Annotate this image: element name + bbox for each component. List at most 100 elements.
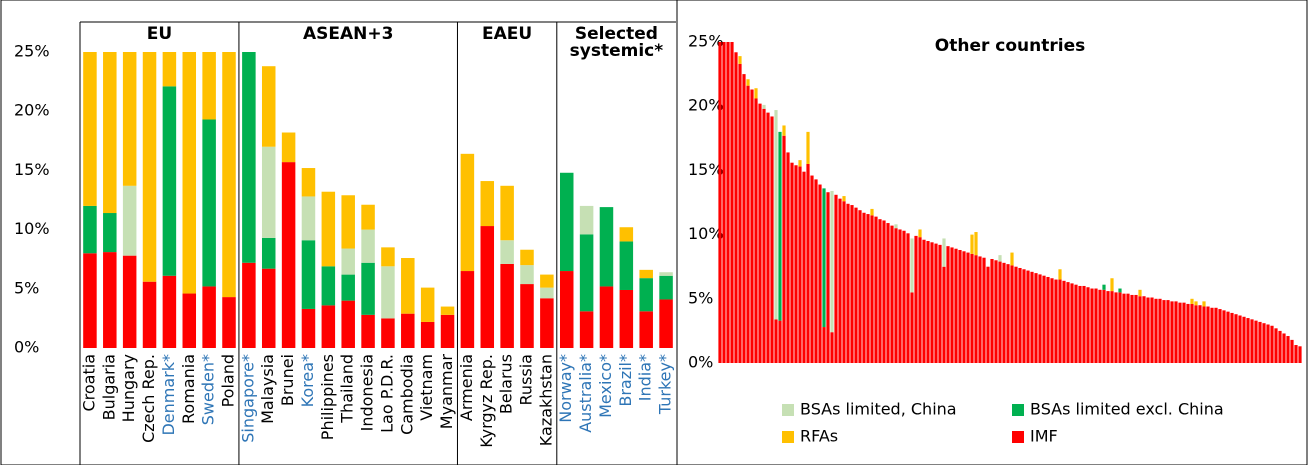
bar-segment xyxy=(826,192,830,363)
bar-segment xyxy=(1146,297,1150,363)
bar-segment xyxy=(440,306,455,315)
x-tick-label: Cambodia xyxy=(397,354,416,435)
x-tick-label: Belarus xyxy=(497,354,516,414)
bar-segment xyxy=(1266,324,1270,363)
bar-segment xyxy=(1194,301,1198,306)
legend-swatch xyxy=(782,404,794,416)
bar-segment xyxy=(460,271,475,348)
bar-segment xyxy=(878,219,882,363)
bar-segment xyxy=(822,327,826,363)
bar-segment xyxy=(1130,294,1134,363)
bar-segment xyxy=(962,251,966,363)
bar-segment xyxy=(122,255,137,348)
bar-segment xyxy=(103,52,117,214)
bar-segment xyxy=(301,240,316,309)
bar-segment xyxy=(1286,336,1290,363)
legend-label: IMF xyxy=(1030,427,1058,446)
bar-segment xyxy=(182,293,197,348)
bar-segment xyxy=(786,152,790,363)
bar-segment xyxy=(1246,318,1250,363)
bar-segment xyxy=(1174,301,1178,363)
y-tick-label: 20% xyxy=(688,96,724,115)
bar-segment xyxy=(579,234,594,312)
bar-segment xyxy=(798,166,802,363)
bar-segment xyxy=(381,247,395,267)
bar-segment xyxy=(1058,279,1062,363)
bar-segment xyxy=(1258,321,1262,363)
x-tick-label: Czech Rep. xyxy=(139,354,158,443)
bar-segment xyxy=(974,255,978,363)
bar-segment xyxy=(782,125,786,136)
bar-segment xyxy=(500,240,514,264)
y-tick-label: 25% xyxy=(14,42,50,61)
bar-segment xyxy=(942,238,946,267)
bar-segment xyxy=(942,266,946,363)
bar-segment xyxy=(1138,289,1142,297)
bar-segment xyxy=(301,168,316,197)
y-tick-label: 5% xyxy=(688,288,713,307)
bar-segment xyxy=(341,195,355,249)
bar-segment xyxy=(946,246,950,363)
bar-segment xyxy=(1298,346,1302,363)
bar-segment xyxy=(103,252,117,348)
bar-segment xyxy=(559,271,574,348)
bar-segment xyxy=(958,250,962,363)
bar-segment xyxy=(746,85,750,363)
bar-segment xyxy=(1066,282,1070,363)
bar-segment xyxy=(1282,333,1286,363)
bar-segment xyxy=(1110,291,1114,363)
bar-segment xyxy=(1178,302,1182,363)
bar-segment xyxy=(1162,300,1166,363)
bar-segment xyxy=(361,314,375,348)
bar-segment xyxy=(986,266,990,363)
bar-segment xyxy=(222,52,236,298)
bar-segment xyxy=(1238,315,1242,363)
y-tick-label: 15% xyxy=(14,160,50,179)
bar-segment xyxy=(910,292,914,363)
bar-segment xyxy=(261,237,276,269)
bar-segment xyxy=(1242,316,1246,363)
bar-segment xyxy=(142,281,157,348)
bar-segment xyxy=(1234,314,1238,363)
legend-label: BSAs limited excl. China xyxy=(1030,400,1224,419)
bar-segment xyxy=(1202,306,1206,363)
bar-segment xyxy=(182,52,197,294)
bar-segment xyxy=(1154,298,1158,363)
bar-segment xyxy=(1074,284,1078,363)
bar-segment xyxy=(758,103,762,363)
bar-segment xyxy=(754,98,758,363)
bar-segment xyxy=(950,247,954,363)
bar-segment xyxy=(639,311,653,348)
bar-segment xyxy=(1002,262,1006,363)
legend-swatch xyxy=(1012,431,1024,443)
bar-segment xyxy=(830,190,834,333)
bar-segment xyxy=(83,253,97,348)
bar-segment xyxy=(1182,302,1186,363)
bar-segment xyxy=(902,230,906,363)
bar-segment xyxy=(762,104,766,109)
bar-segment xyxy=(762,108,766,363)
bar-segment xyxy=(846,203,850,363)
bar-segment xyxy=(440,314,455,348)
bar-segment xyxy=(1290,339,1294,363)
bar-segment xyxy=(659,275,673,300)
bar-segment xyxy=(242,52,256,263)
bar-segment xyxy=(202,52,216,120)
bar-segment xyxy=(970,253,974,363)
bar-segment xyxy=(1278,330,1282,363)
bar-segment xyxy=(540,274,554,288)
bar-segment xyxy=(83,52,97,206)
bar-segment xyxy=(818,184,822,363)
bar-segment xyxy=(1054,279,1058,363)
x-tick-label: Norway* xyxy=(556,354,575,423)
chart-title: Other countries xyxy=(935,36,1085,56)
x-tick-label: Thailand xyxy=(338,354,357,424)
bar-segment xyxy=(746,79,750,86)
bar-segment xyxy=(806,131,810,164)
bar-segment xyxy=(281,132,296,163)
bar-segment xyxy=(906,233,910,363)
bar-segment xyxy=(659,272,673,276)
x-tick-label: Mexico* xyxy=(596,354,615,418)
